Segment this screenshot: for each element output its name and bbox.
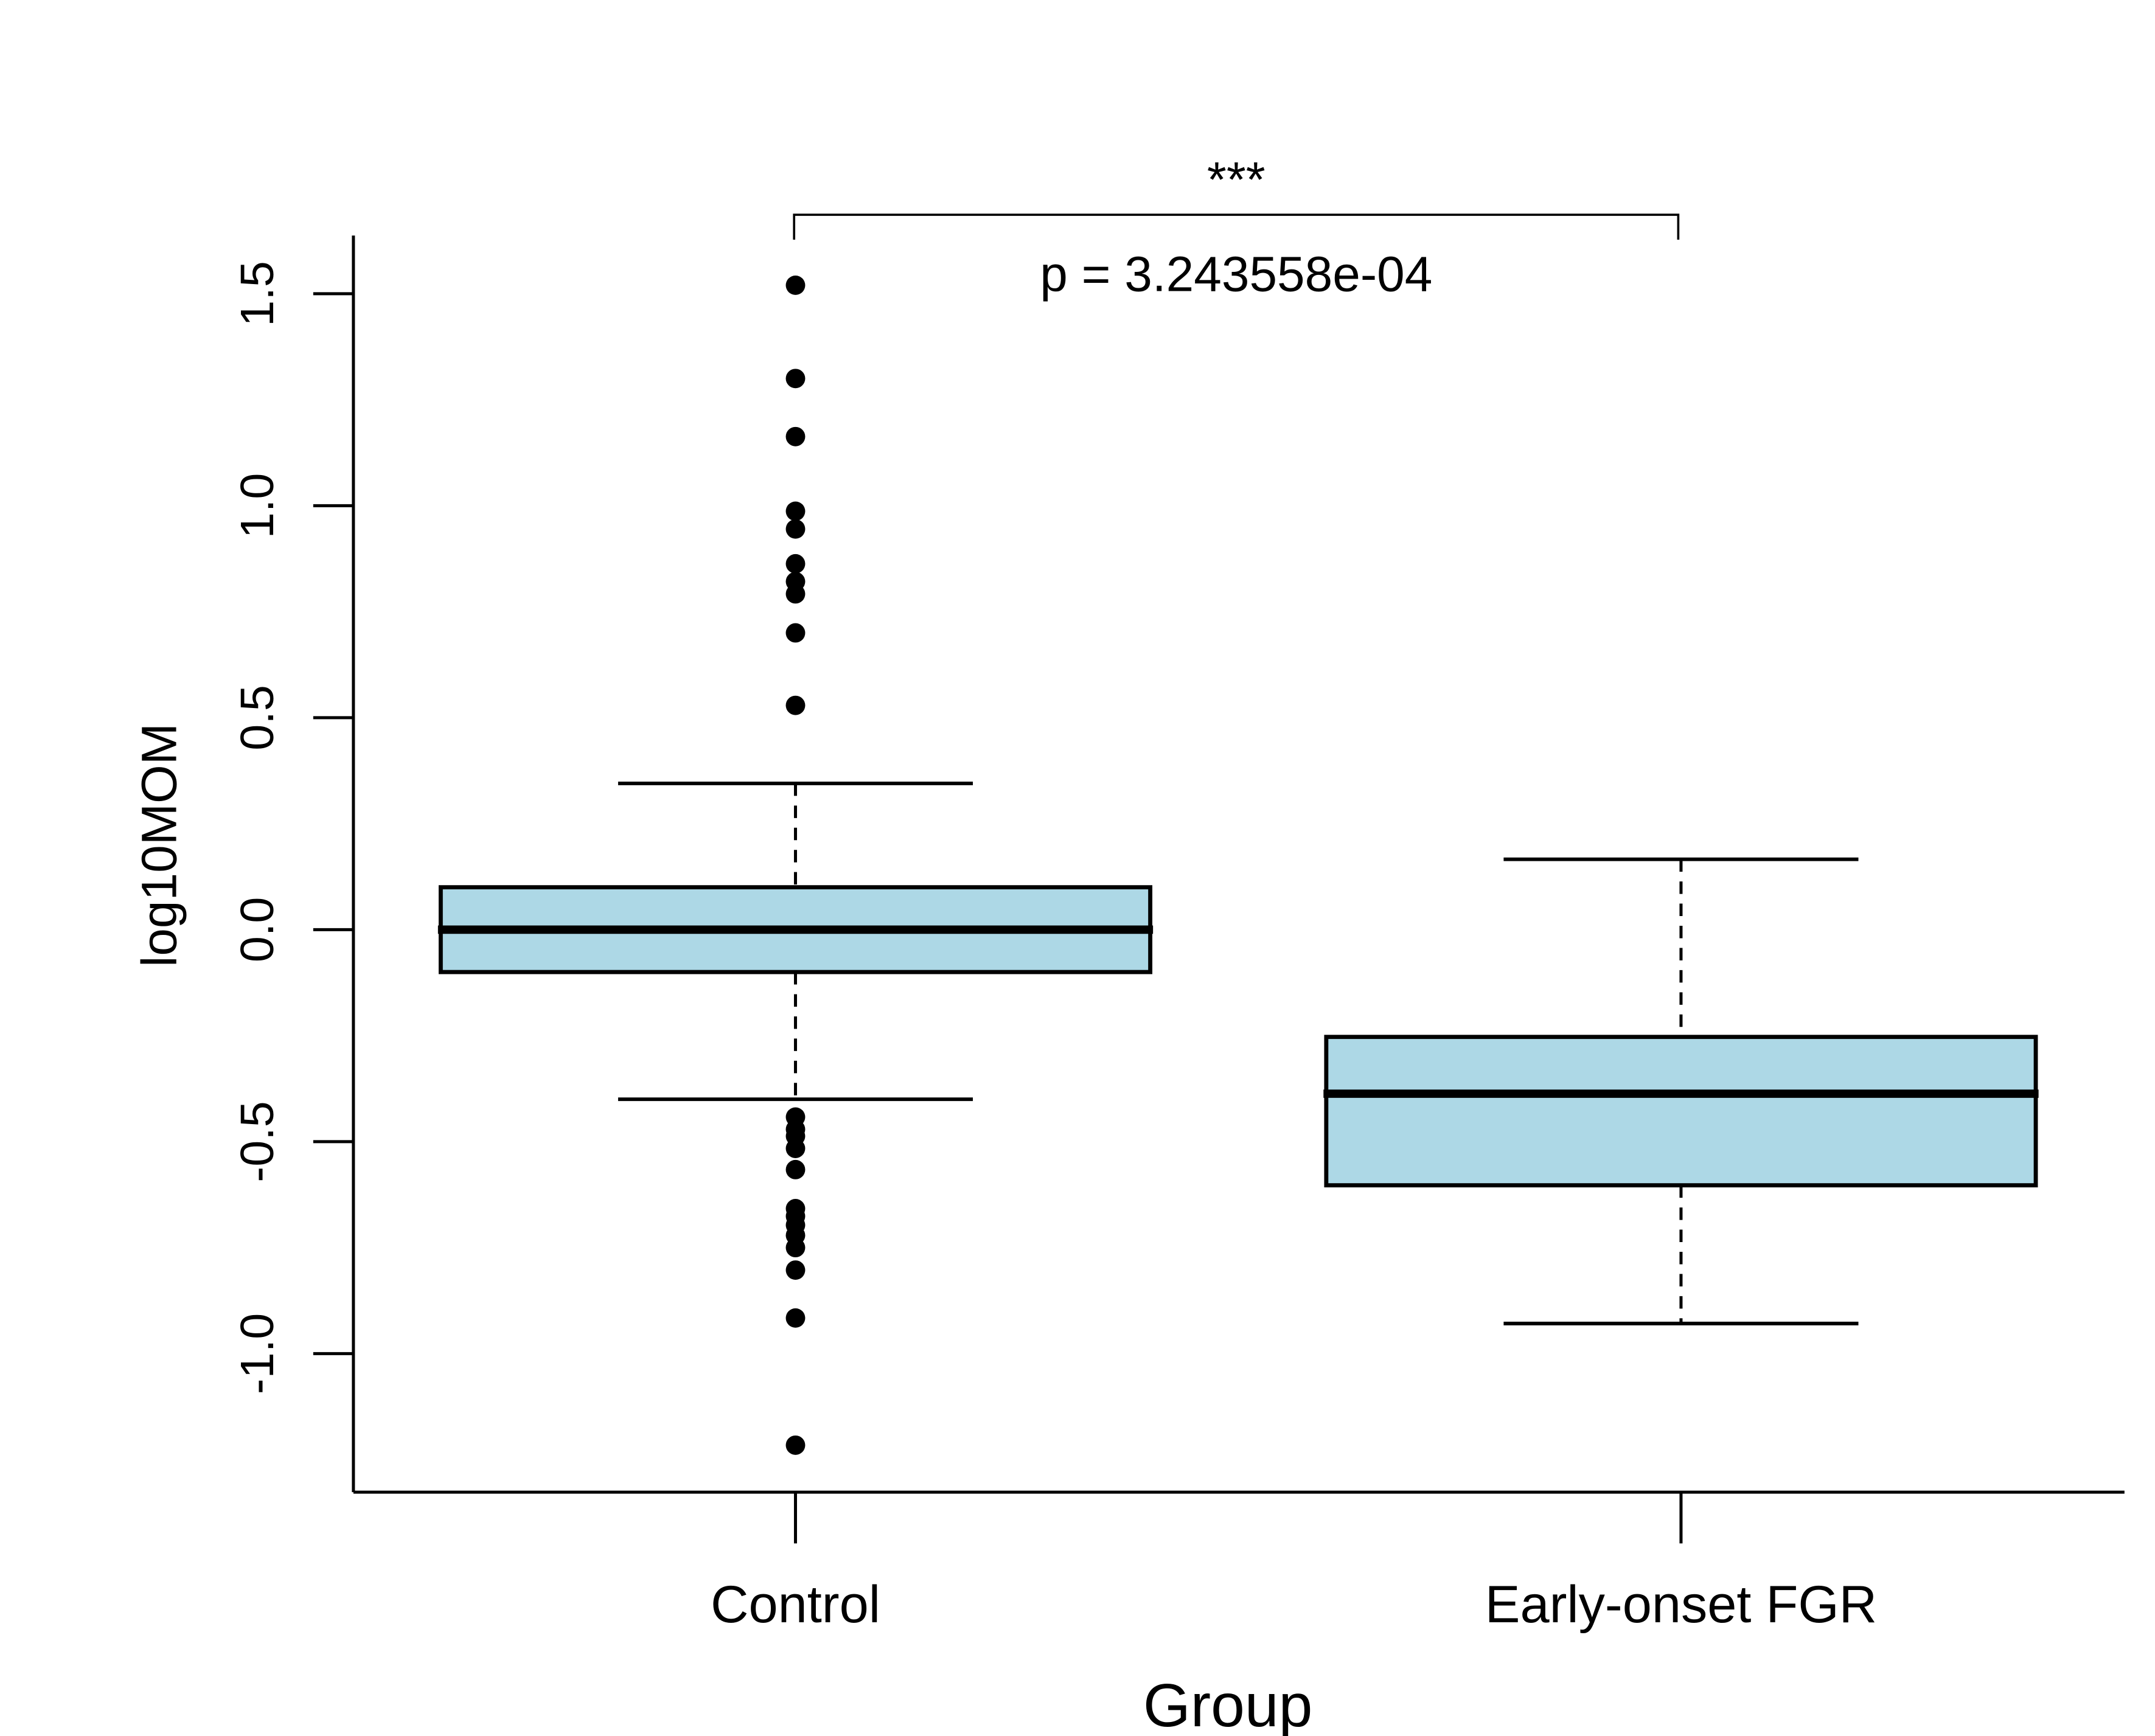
outlier-point xyxy=(785,623,806,643)
y-ticks: -1.0 -0.5 0.0 0.5 1.0 1.5 xyxy=(231,261,353,1394)
outlier-point xyxy=(785,426,806,446)
y-tick-label: 0.0 xyxy=(231,897,284,963)
y-tick-label: 1.5 xyxy=(231,261,284,327)
outlier-point xyxy=(785,519,806,539)
significance-stars: *** xyxy=(1207,152,1265,207)
box-control xyxy=(437,781,1154,1102)
outlier-point xyxy=(785,554,806,574)
outliers xyxy=(785,275,806,1455)
outlier-point xyxy=(785,1159,806,1179)
outlier-point xyxy=(785,275,806,295)
outlier-point xyxy=(785,584,806,604)
iqr-box xyxy=(1324,1035,2038,1188)
axes xyxy=(352,235,2125,1494)
x-tick-label: Control xyxy=(711,1575,880,1634)
outlier-point xyxy=(785,695,806,715)
outlier-point xyxy=(785,1260,806,1280)
x-ticks: Control Early-onset FGR xyxy=(711,1492,1877,1634)
y-tick-label: -0.5 xyxy=(231,1101,284,1182)
outlier-point xyxy=(785,1435,806,1455)
significance-bracket xyxy=(793,214,1680,240)
outlier-point xyxy=(785,1308,806,1328)
y-tick-label: 1.0 xyxy=(231,473,284,539)
outlier-point xyxy=(785,1139,806,1158)
significance-annotation: *** p = 3.243558e-04 xyxy=(793,152,1680,302)
p-value-label: p = 3.243558e-04 xyxy=(1040,246,1432,302)
outlier-point xyxy=(785,501,806,521)
x-tick-label: Early-onset FGR xyxy=(1485,1575,1877,1634)
outlier-point xyxy=(785,369,806,389)
outlier-point xyxy=(785,1238,806,1258)
y-tick-label: 0.5 xyxy=(231,685,284,751)
box-early-onset-fgr xyxy=(1323,857,2039,1325)
boxes xyxy=(437,781,2039,1325)
y-axis-title: log10MOM xyxy=(131,723,187,967)
y-tick-label: -1.0 xyxy=(231,1313,284,1394)
x-axis-title: Group xyxy=(1143,1672,1313,1736)
